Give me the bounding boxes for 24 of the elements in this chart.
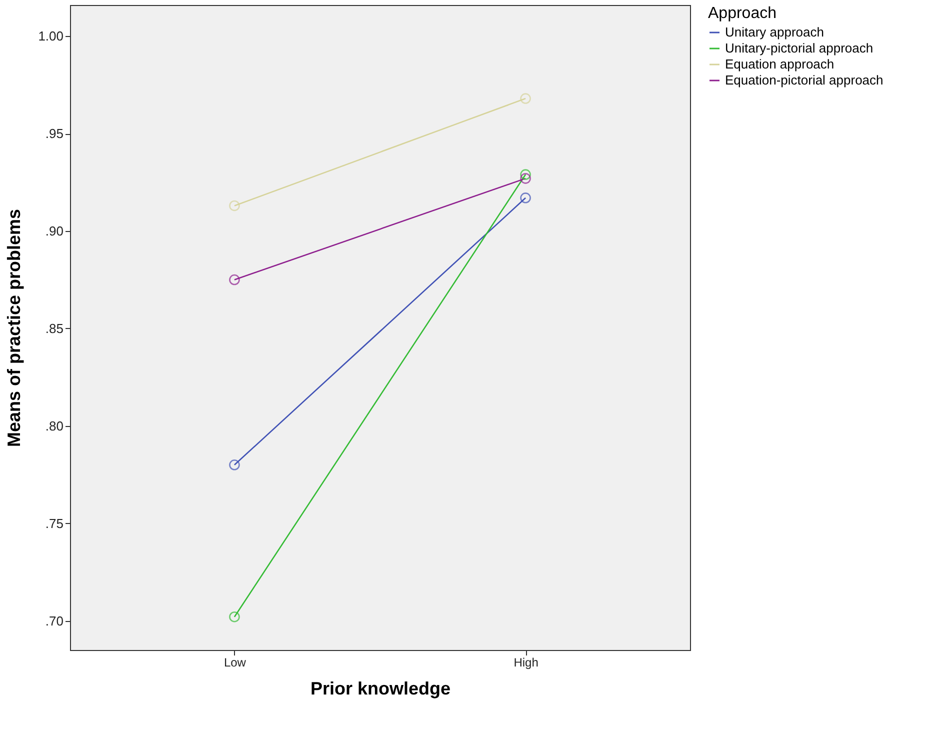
- legend-label: Unitary approach: [725, 24, 824, 40]
- legend-label: Equation approach: [725, 56, 834, 72]
- legend-label: Unitary-pictorial approach: [725, 40, 874, 56]
- y-axis-title: Means of practice problems: [4, 208, 24, 448]
- y-tick-label: .80: [45, 418, 64, 434]
- y-tick-label: .75: [45, 516, 64, 531]
- x-tick-label: High: [514, 656, 538, 670]
- point: [229, 200, 240, 212]
- y-tick-label: 1.00: [38, 28, 64, 44]
- point: [520, 173, 531, 184]
- y-tick-label: .95: [45, 126, 64, 142]
- x-tick-label: Low: [224, 656, 246, 670]
- y-tick-label: .70: [45, 613, 64, 628]
- y-tick-label: .90: [45, 224, 64, 239]
- point: [229, 611, 240, 622]
- point: [520, 169, 531, 180]
- x-axis-title: Prior knowledge: [310, 678, 451, 698]
- point: [229, 274, 240, 286]
- point: [229, 459, 240, 470]
- y-tick-label: .85: [45, 320, 64, 336]
- point: [520, 192, 531, 204]
- point: [520, 93, 531, 104]
- legend-label: Equation-pictorial approach: [725, 72, 884, 88]
- legend-title: Approach: [708, 5, 776, 22]
